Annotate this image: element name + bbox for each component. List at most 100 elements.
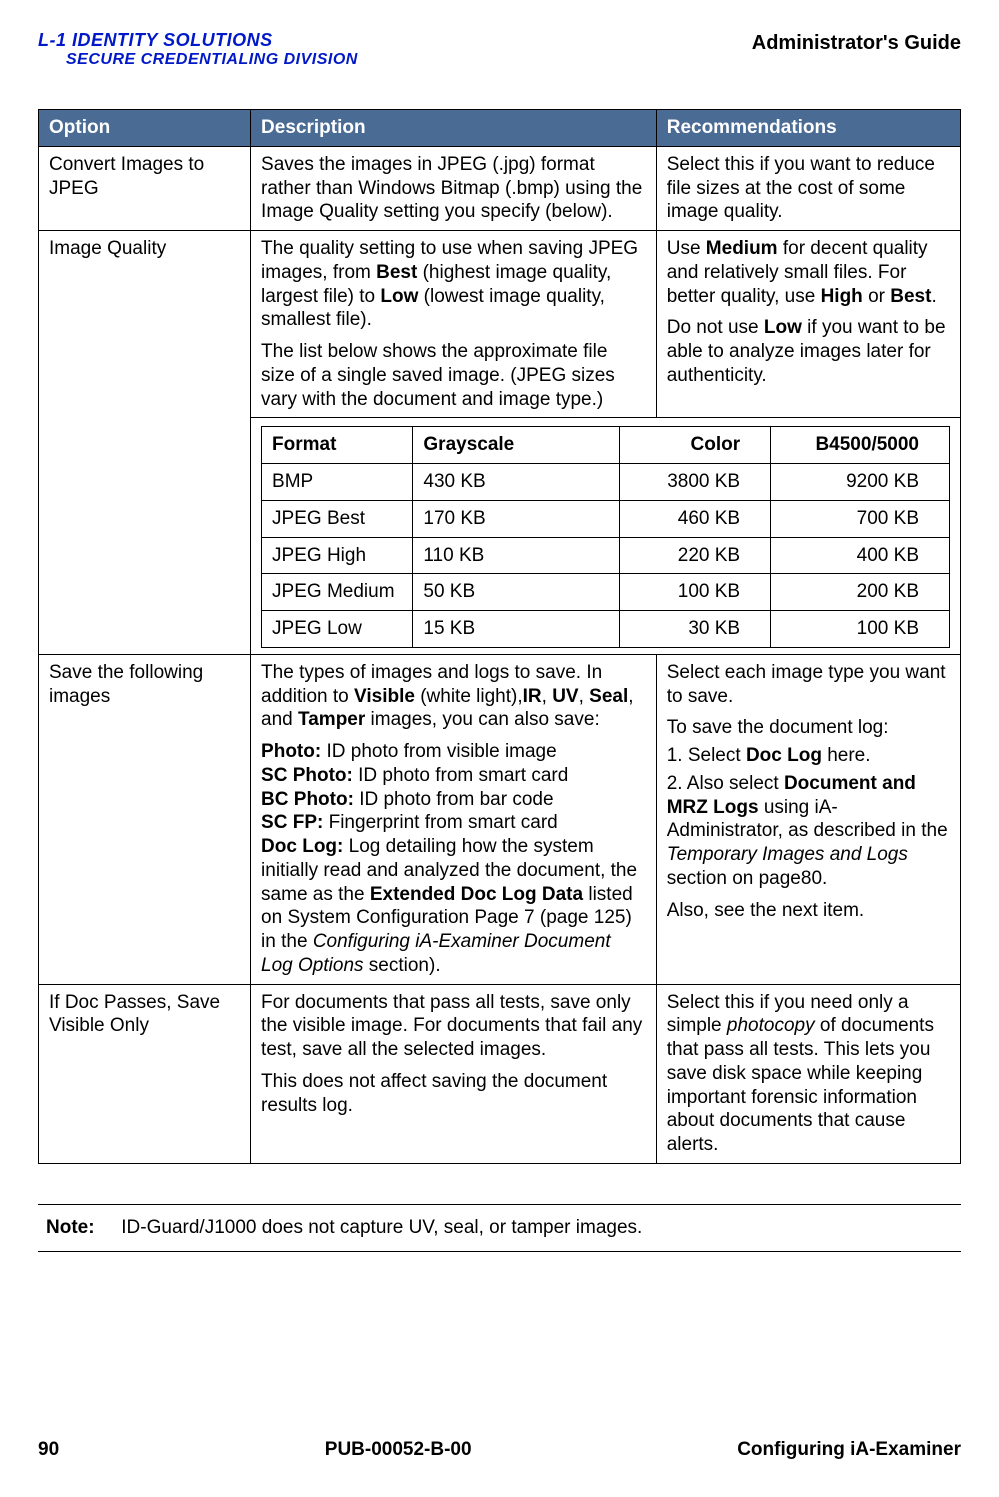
cell: 30 KB <box>619 611 770 648</box>
cell: 100 KB <box>771 611 950 648</box>
text: or <box>863 286 890 307</box>
desc-paragraph: This does not affect saving the document… <box>261 1070 646 1118</box>
cell: 400 KB <box>771 537 950 574</box>
col-color: Color <box>619 427 770 464</box>
label: SC Photo: <box>261 765 353 786</box>
rec-paragraph: Use Medium for decent quality and relati… <box>667 237 950 308</box>
text-italic: photocopy <box>727 1015 815 1036</box>
recommendation-cell: Select each image type you want to save.… <box>656 654 960 984</box>
option-cell: Image Quality <box>39 231 251 655</box>
desc-paragraph: The types of images and logs to save. In… <box>261 661 646 732</box>
desc-paragraph: The quality setting to use when saving J… <box>261 237 646 332</box>
page-header: L-1 IDENTITY SOLUTIONS SECURE CREDENTIAL… <box>38 30 961 69</box>
desc-paragraph: The list below shows the approximate fil… <box>261 340 646 411</box>
text-bold: Visible <box>354 686 415 707</box>
text: section). <box>364 955 441 976</box>
label: BC Photo: <box>261 789 354 810</box>
label: Doc Log: <box>261 836 343 857</box>
cell: 430 KB <box>413 464 619 501</box>
text-bold: Low <box>764 317 802 338</box>
document-page: L-1 IDENTITY SOLUTIONS SECURE CREDENTIAL… <box>0 0 999 1497</box>
text: 2. Also select <box>667 773 784 794</box>
rec-paragraph: Do not use Low if you want to be able to… <box>667 316 950 387</box>
text: section on page80. <box>667 868 828 889</box>
text: , <box>579 686 590 707</box>
cell: 170 KB <box>413 500 619 537</box>
header-recommendations: Recommendations <box>656 110 960 147</box>
cell: 200 KB <box>771 574 950 611</box>
text-bold: Best <box>376 262 417 283</box>
sizes-row: JPEG Low15 KB30 KB100 KB <box>262 611 950 648</box>
cell: JPEG Medium <box>262 574 413 611</box>
sizes-row: JPEG High110 KB220 KB400 KB <box>262 537 950 574</box>
text-bold: Doc Log <box>746 745 822 766</box>
file-sizes-table: Format Grayscale Color B4500/5000 BMP430… <box>261 426 950 648</box>
guide-title: Administrator's Guide <box>752 32 961 55</box>
cell: BMP <box>262 464 413 501</box>
cell: 100 KB <box>619 574 770 611</box>
sizes-row: JPEG Best170 KB460 KB700 KB <box>262 500 950 537</box>
logo-line-1: L-1 IDENTITY SOLUTIONS <box>38 30 358 51</box>
list-item: SC Photo: ID photo from smart card <box>261 764 646 788</box>
list-item: Doc Log: Log detailing how the system in… <box>261 835 646 978</box>
sizes-header: Format Grayscale Color B4500/5000 <box>262 427 950 464</box>
text: Use <box>667 238 706 259</box>
col-grayscale: Grayscale <box>413 427 619 464</box>
col-b4500: B4500/5000 <box>771 427 950 464</box>
sizes-row: JPEG Medium50 KB100 KB200 KB <box>262 574 950 611</box>
note-text: ID-Guard/J1000 does not capture UV, seal… <box>121 1217 642 1238</box>
option-cell: Convert Images to JPEG <box>39 146 251 230</box>
page-number: 90 <box>38 1439 59 1461</box>
cell: 110 KB <box>413 537 619 574</box>
description-cell: Saves the images in JPEG (.jpg) format r… <box>251 146 657 230</box>
text-italic: Temporary Images and Logs <box>667 844 908 865</box>
text: . <box>931 286 936 307</box>
text-bold: Extended Doc Log Data <box>370 884 583 905</box>
cell: 3800 KB <box>619 464 770 501</box>
table-header-row: Option Description Recommendations <box>39 110 961 147</box>
rec-paragraph: Select each image type you want to save. <box>667 661 950 709</box>
rec-step: 1. Select Doc Log here. <box>667 744 950 768</box>
text: ID photo from visible image <box>321 741 557 762</box>
cell: 220 KB <box>619 537 770 574</box>
text: (white light), <box>415 686 523 707</box>
sizes-row: BMP430 KB3800 KB9200 KB <box>262 464 950 501</box>
text: Fingerprint from smart card <box>323 812 557 833</box>
rec-step: 2. Also select Document and MRZ Logs usi… <box>667 772 950 891</box>
section-name: Configuring iA-Examiner <box>737 1439 961 1461</box>
publication-id: PUB-00052-B-00 <box>325 1439 472 1461</box>
text: ID photo from smart card <box>353 765 568 786</box>
text-bold: IR <box>523 686 542 707</box>
sizes-cell: Format Grayscale Color B4500/5000 BMP430… <box>251 418 961 655</box>
recommendation-cell: Use Medium for decent quality and relati… <box>656 231 960 418</box>
table-row: Save the following images The types of i… <box>39 654 961 984</box>
table-row: If Doc Passes, Save Visible Only For doc… <box>39 984 961 1163</box>
recommendation-cell: Select this if you want to reduce file s… <box>656 146 960 230</box>
cell: JPEG High <box>262 537 413 574</box>
note-label: Note: <box>46 1217 116 1239</box>
option-cell: If Doc Passes, Save Visible Only <box>39 984 251 1163</box>
text-bold: Seal <box>589 686 628 707</box>
text-bold: Best <box>890 286 931 307</box>
description-cell: The quality setting to use when saving J… <box>251 231 657 418</box>
logo-line-2: SECURE CREDENTIALING DIVISION <box>66 51 358 69</box>
description-cell: The types of images and logs to save. In… <box>251 654 657 984</box>
note-box: Note: ID-Guard/J1000 does not capture UV… <box>38 1204 961 1252</box>
cell: JPEG Low <box>262 611 413 648</box>
text-bold: Medium <box>706 238 778 259</box>
cell: 9200 KB <box>771 464 950 501</box>
cell: 15 KB <box>413 611 619 648</box>
text: here. <box>822 745 871 766</box>
label: Photo: <box>261 741 321 762</box>
text-bold: Low <box>380 286 418 307</box>
text: images, you can also save: <box>365 709 599 730</box>
label: SC FP: <box>261 812 323 833</box>
text: ID photo from bar code <box>354 789 554 810</box>
cell: 700 KB <box>771 500 950 537</box>
options-table: Option Description Recommendations Conve… <box>38 109 961 1164</box>
cell: 50 KB <box>413 574 619 611</box>
table-row: Convert Images to JPEG Saves the images … <box>39 146 961 230</box>
cell: JPEG Best <box>262 500 413 537</box>
rec-paragraph: To save the document log: <box>667 716 950 740</box>
col-format: Format <box>262 427 413 464</box>
